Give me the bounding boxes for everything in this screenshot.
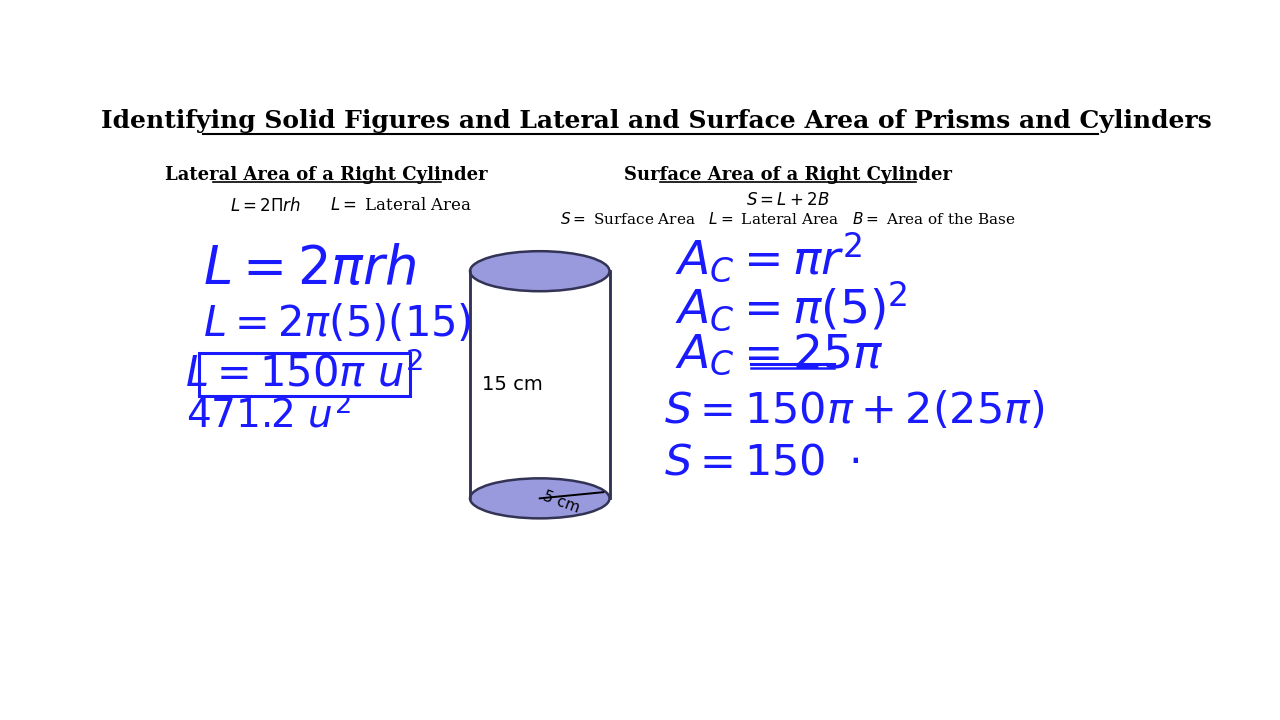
- Text: $\mathit{L} = 150\pi \ u^2$: $\mathit{L} = 150\pi \ u^2$: [186, 353, 424, 395]
- Text: Lateral Area of a Right Cylinder: Lateral Area of a Right Cylinder: [165, 166, 488, 184]
- Text: $\mathit{L} = 2\pi(5)(15)$: $\mathit{L} = 2\pi(5)(15)$: [202, 302, 471, 345]
- Text: Identifying Solid Figures and Lateral and Surface Area of Prisms and Cylinders: Identifying Solid Figures and Lateral an…: [101, 109, 1211, 133]
- Ellipse shape: [470, 251, 609, 291]
- Text: $S =$ Surface Area   $L =$ Lateral Area   $B =$ Area of the Base: $S =$ Surface Area $L =$ Lateral Area $B…: [559, 211, 1015, 227]
- Text: $L = 2\Pi rh$: $L = 2\Pi rh$: [229, 197, 301, 215]
- Polygon shape: [470, 271, 609, 498]
- Text: $A_C = \pi(5)^2$: $A_C = \pi(5)^2$: [676, 279, 908, 333]
- Text: $S = 150 \ \cdot$: $S = 150 \ \cdot$: [664, 441, 859, 483]
- Text: 5 cm: 5 cm: [541, 489, 582, 516]
- Text: $L =$ Lateral Area: $L =$ Lateral Area: [330, 197, 472, 215]
- Ellipse shape: [470, 478, 609, 518]
- Text: $A_C = 25\pi$: $A_C = 25\pi$: [676, 331, 883, 377]
- FancyBboxPatch shape: [198, 353, 410, 396]
- Text: $A_C = \pi r^2$: $A_C = \pi r^2$: [676, 230, 863, 284]
- Text: 15 cm: 15 cm: [481, 375, 543, 395]
- Text: $\mathit{L} = 2\pi rh$: $\mathit{L} = 2\pi rh$: [202, 243, 416, 295]
- Text: $471.2 \ u^2$: $471.2 \ u^2$: [186, 396, 351, 436]
- Text: $S = L + 2B$: $S = L + 2B$: [746, 192, 829, 209]
- Text: $S = 150\pi + 2(25\pi)$: $S = 150\pi + 2(25\pi)$: [664, 390, 1044, 432]
- Text: Surface Area of a Right Cylinder: Surface Area of a Right Cylinder: [623, 166, 952, 184]
